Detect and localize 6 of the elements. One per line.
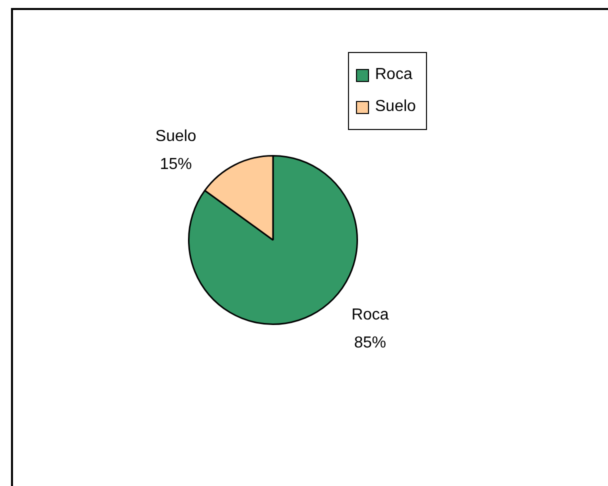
legend-label: Suelo <box>375 98 416 116</box>
data-label: 85% <box>354 334 386 352</box>
slice-label: Roca <box>351 306 389 324</box>
legend-label: Roca <box>375 66 412 84</box>
data-label: 15% <box>160 156 192 174</box>
slice-label: Suelo <box>155 128 196 146</box>
